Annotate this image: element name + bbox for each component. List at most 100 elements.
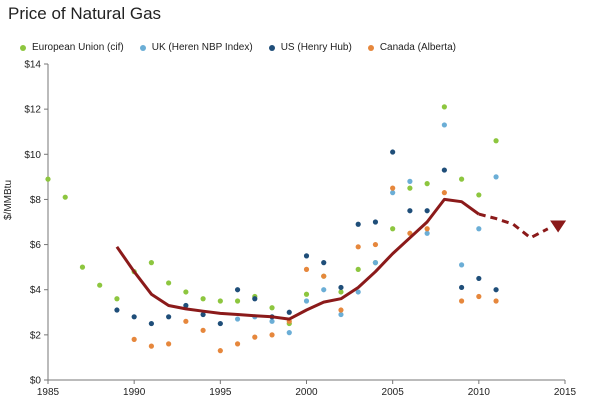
legend: European Union (cif) UK (Heren NBP Index… <box>20 42 472 53</box>
x-tick-label: 1985 <box>37 387 60 398</box>
axes: $0 $2 $4 $6 $8 $10 $12 $14 1985 1990 1995 2000 2005 2… <box>24 60 576 399</box>
point-canada <box>217 348 223 354</box>
point-canada <box>166 341 172 347</box>
point-canada <box>200 327 206 333</box>
point-eu <box>166 280 172 286</box>
legend-label-us: US (Henry Hub) <box>280 42 352 53</box>
legend-item-eu: European Union (cif) <box>20 42 124 53</box>
point-uk <box>234 316 241 322</box>
point-us <box>286 309 292 315</box>
point-us <box>114 307 120 313</box>
legend-item-canada: Canada (Alberta) <box>367 42 456 53</box>
y-tick-label: $0 <box>30 376 42 387</box>
x-tick-label: 2010 <box>468 387 491 398</box>
point-eu <box>79 264 86 270</box>
point-eu <box>45 176 51 182</box>
point-uk <box>355 289 361 295</box>
point-canada <box>476 293 482 300</box>
point-us <box>372 219 379 225</box>
point-uk <box>286 330 292 336</box>
point-canada <box>303 266 310 272</box>
point-canada <box>269 332 275 338</box>
point-uk <box>303 298 310 304</box>
point-eu <box>459 176 465 182</box>
point-uk <box>476 226 482 232</box>
point-eu <box>493 138 499 144</box>
legend-marker-eu <box>20 44 26 51</box>
point-eu <box>97 282 103 288</box>
point-canada <box>148 343 154 349</box>
point-eu <box>441 104 447 110</box>
y-tick-label: $2 <box>30 330 42 341</box>
point-us <box>459 284 465 291</box>
point-canada <box>372 241 379 248</box>
point-us <box>131 314 137 320</box>
legend-label-eu: European Union (cif) <box>32 42 124 53</box>
point-uk <box>459 262 465 268</box>
point-us <box>148 320 154 327</box>
point-eu <box>338 289 344 295</box>
point-eu <box>114 296 120 302</box>
point-uk <box>407 178 413 184</box>
trend-line-projection <box>478 212 549 240</box>
legend-label-uk: UK (Heren NBP Index) <box>151 42 253 53</box>
point-canada <box>321 273 327 279</box>
trend-arrowhead <box>550 220 567 233</box>
point-us <box>166 314 172 320</box>
x-tick-label: 2015 <box>554 387 577 398</box>
trend-line-solid <box>115 197 480 321</box>
point-canada <box>183 318 189 324</box>
point-us <box>407 208 413 214</box>
legend-item-us: US (Henry Hub) <box>268 42 352 53</box>
point-uk <box>390 190 396 196</box>
point-canada <box>355 244 361 250</box>
point-us <box>338 284 344 291</box>
point-us <box>217 320 223 327</box>
x-tick-label: 1995 <box>209 387 232 398</box>
point-us <box>234 287 241 293</box>
point-eu <box>407 185 413 191</box>
point-canada <box>234 341 241 347</box>
point-us <box>476 275 482 282</box>
point-us <box>303 253 310 259</box>
point-eu <box>476 192 482 198</box>
point-us <box>183 302 189 309</box>
point-canada <box>424 226 430 232</box>
legend-marker-us <box>268 44 275 51</box>
point-eu <box>217 298 223 304</box>
point-uk <box>338 311 344 318</box>
point-eu <box>234 298 241 304</box>
legend-marker-canada <box>367 44 374 51</box>
point-eu <box>390 226 396 232</box>
y-tick-label: $4 <box>30 285 42 296</box>
point-canada <box>338 307 344 313</box>
point-canada <box>390 185 396 191</box>
point-us <box>441 167 447 173</box>
point-eu <box>355 266 361 272</box>
point-us <box>424 208 430 214</box>
point-uk <box>493 174 499 180</box>
point-eu <box>424 181 430 187</box>
y-tick-label: $12 <box>24 105 41 116</box>
x-tick-label: 1990 <box>123 387 146 398</box>
point-uk <box>269 318 275 324</box>
point-us <box>321 260 327 266</box>
point-eu <box>303 291 310 297</box>
point-uk <box>441 122 447 128</box>
legend-label-canada: Canada (Alberta) <box>379 42 456 53</box>
point-us <box>355 221 361 227</box>
point-uk <box>372 260 379 266</box>
point-us <box>252 296 258 302</box>
point-canada <box>493 298 499 304</box>
point-canada <box>459 298 465 304</box>
data-points <box>45 104 499 354</box>
point-us <box>200 311 206 318</box>
point-canada <box>131 336 137 342</box>
chart-title: Price of Natural Gas <box>8 4 162 23</box>
y-tick-label: $10 <box>24 150 41 161</box>
point-canada <box>441 190 447 196</box>
y-tick-label: $6 <box>30 240 42 251</box>
point-eu <box>62 194 68 200</box>
point-eu <box>200 296 206 302</box>
